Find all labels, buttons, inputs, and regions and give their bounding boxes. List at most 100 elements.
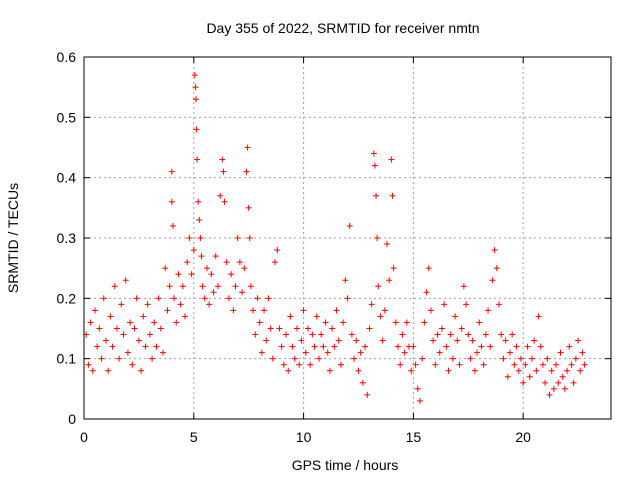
y-tick-label: 0.4 xyxy=(57,170,77,186)
data-point xyxy=(498,331,505,338)
data-point xyxy=(166,283,173,290)
data-point xyxy=(313,313,320,320)
data-point xyxy=(179,283,186,290)
data-point xyxy=(403,319,410,326)
data-point xyxy=(247,283,254,290)
data-point xyxy=(100,295,107,302)
data-point xyxy=(129,361,136,368)
data-point xyxy=(351,355,358,362)
data-point xyxy=(203,265,210,272)
data-point xyxy=(454,337,461,344)
data-point xyxy=(379,337,386,344)
data-point xyxy=(342,277,349,284)
data-point xyxy=(120,331,127,338)
data-point xyxy=(414,385,421,392)
data-point xyxy=(423,289,430,296)
data-point xyxy=(135,337,142,344)
data-point xyxy=(388,156,395,163)
data-point xyxy=(116,355,123,362)
data-point xyxy=(160,349,167,356)
data-point xyxy=(546,391,553,398)
x-tick-label: 10 xyxy=(296,429,312,445)
data-point xyxy=(467,355,474,362)
data-point xyxy=(575,337,582,344)
data-point xyxy=(377,313,384,320)
data-point xyxy=(511,361,518,368)
data-point xyxy=(443,343,450,350)
data-point xyxy=(258,349,265,356)
data-point xyxy=(122,277,129,284)
data-point xyxy=(149,355,156,362)
data-point xyxy=(87,319,94,326)
data-point xyxy=(118,301,125,308)
data-point xyxy=(228,271,235,278)
data-point xyxy=(348,331,355,338)
data-point xyxy=(335,337,342,344)
data-point xyxy=(533,367,540,374)
data-point xyxy=(566,343,573,350)
data-point xyxy=(219,156,226,163)
data-point xyxy=(419,355,426,362)
data-point xyxy=(471,367,478,374)
data-point xyxy=(318,331,325,338)
data-point xyxy=(261,307,268,314)
data-point xyxy=(322,319,329,326)
data-point xyxy=(509,331,516,338)
x-tick-label: 0 xyxy=(80,429,88,445)
axis-ticks xyxy=(83,56,611,420)
data-point xyxy=(568,361,575,368)
data-point xyxy=(245,204,252,211)
data-point xyxy=(199,283,206,290)
data-point xyxy=(438,325,445,332)
data-point xyxy=(197,235,204,241)
data-point xyxy=(208,271,215,278)
x-axis-label: GPS time / hours xyxy=(292,457,399,473)
data-point xyxy=(193,126,200,133)
data-point xyxy=(491,247,498,254)
data-point xyxy=(344,295,351,302)
data-point xyxy=(399,331,406,338)
data-point xyxy=(390,265,397,272)
data-point xyxy=(374,235,381,241)
data-point xyxy=(144,301,151,308)
data-point xyxy=(535,313,542,320)
data-point xyxy=(131,325,138,332)
data-point xyxy=(311,343,318,350)
data-point xyxy=(244,144,251,151)
data-point xyxy=(151,319,158,326)
plot-frame xyxy=(83,56,612,420)
data-point xyxy=(184,259,191,266)
data-point xyxy=(153,343,160,350)
data-point xyxy=(186,235,193,241)
data-point xyxy=(427,307,434,314)
data-point xyxy=(298,337,305,344)
data-point xyxy=(397,361,404,368)
data-point xyxy=(381,307,388,314)
data-point xyxy=(346,222,353,229)
data-point xyxy=(196,216,203,223)
data-point xyxy=(221,198,228,205)
data-point xyxy=(304,325,311,332)
data-point xyxy=(109,343,116,350)
data-point xyxy=(537,343,544,350)
data-point xyxy=(296,361,303,368)
data-point xyxy=(528,355,535,362)
data-point xyxy=(386,277,393,284)
data-point xyxy=(456,361,463,368)
data-point xyxy=(246,235,253,241)
data-point xyxy=(267,325,274,332)
data-point xyxy=(548,367,555,374)
data-point xyxy=(89,367,96,374)
data-point xyxy=(395,343,402,350)
data-point xyxy=(463,301,470,308)
data-point xyxy=(489,277,496,284)
data-point xyxy=(188,271,195,278)
data-point xyxy=(223,259,230,266)
data-point xyxy=(241,265,248,272)
data-point xyxy=(96,325,103,332)
data-point xyxy=(291,355,298,362)
data-point xyxy=(572,355,579,362)
y-tick-label: 0 xyxy=(68,411,76,427)
data-point xyxy=(190,247,197,254)
data-point xyxy=(430,337,437,344)
